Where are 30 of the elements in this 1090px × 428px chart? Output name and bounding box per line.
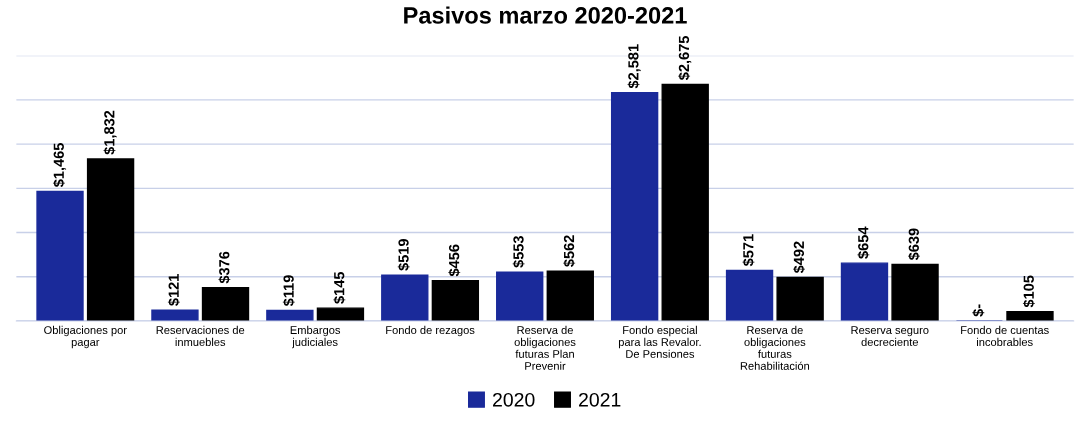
x-tick-label: Fondo de rezagos bbox=[386, 325, 475, 337]
data-label: $376 bbox=[218, 251, 231, 284]
data-label: $654 bbox=[857, 226, 870, 259]
data-label: $562 bbox=[563, 235, 576, 267]
data-label: $571 bbox=[742, 234, 755, 267]
data-label: $456 bbox=[448, 244, 461, 277]
data-label: $553 bbox=[512, 236, 525, 268]
data-label: $2,581 bbox=[627, 44, 641, 89]
data-label: $121 bbox=[167, 274, 180, 306]
legend-label: 2020 bbox=[493, 392, 535, 407]
data-label: $105 bbox=[1022, 275, 1035, 308]
data-label: $1,465 bbox=[52, 143, 67, 188]
x-tick-label: Embargos judiciales bbox=[290, 325, 341, 349]
x-tick-label: Reserva de obligaciones futuras Rehabilitación bbox=[740, 325, 810, 370]
data-label: $2,675 bbox=[678, 36, 692, 81]
data-label: $492 bbox=[793, 241, 805, 274]
chart-title: Pasivos marzo 2020-2021 bbox=[404, 6, 687, 24]
x-tick-label: Fondo especial para las Revalor. De Pensiones bbox=[618, 325, 701, 358]
x-tick-label: Obligaciones por pagar bbox=[44, 325, 127, 349]
data-label: $519 bbox=[397, 239, 410, 271]
data-label: $1,832 bbox=[103, 110, 117, 155]
x-tick-label: Reservaciones de inmuebles bbox=[156, 325, 245, 346]
data-label: $639 bbox=[908, 228, 920, 261]
x-tick-label: Fondo de cuentas incobrables bbox=[961, 325, 1049, 346]
data-label: $- bbox=[972, 304, 985, 317]
data-label: $145 bbox=[333, 271, 346, 304]
x-tick-label: Reserva seguro decreciente bbox=[851, 326, 929, 346]
x-tick-label: Reserva de obligaciones futuras Plan Prevenir bbox=[514, 325, 576, 370]
data-label: $119 bbox=[282, 275, 295, 307]
legend-label: 2021 bbox=[579, 392, 621, 407]
